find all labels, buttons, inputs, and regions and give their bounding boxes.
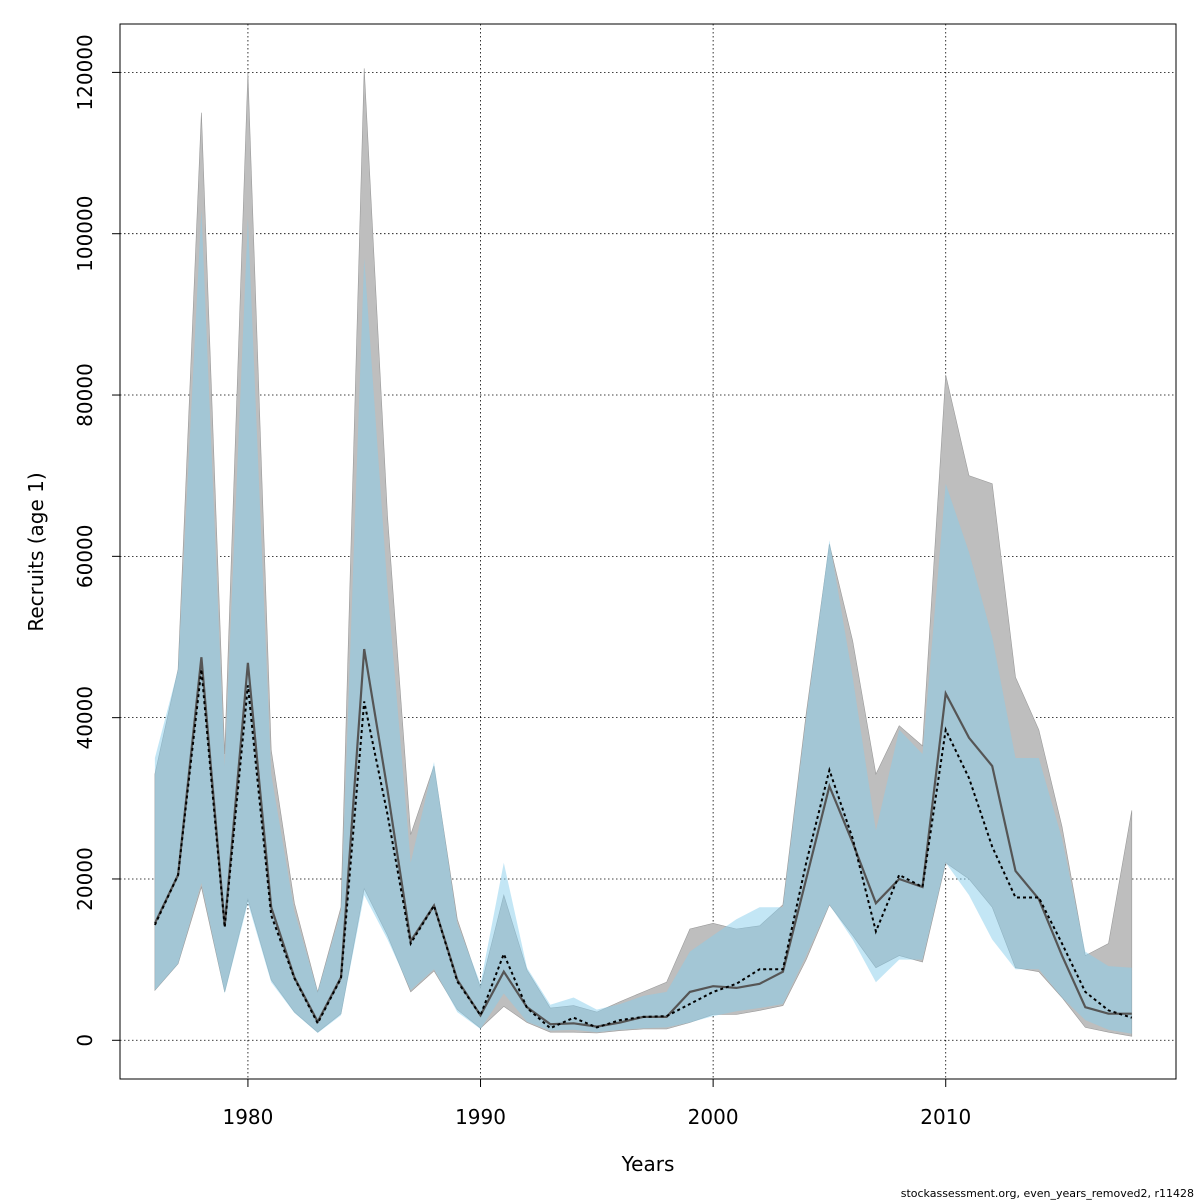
y-tick-label-60000: 60000 — [73, 524, 97, 588]
x-tick-label-2000: 2000 — [688, 1105, 739, 1129]
gridlines — [120, 24, 1176, 1079]
blue-confidence-band — [154, 209, 1132, 1034]
series-lines — [153, 648, 1133, 1030]
x-tick-label-2010: 2010 — [920, 1105, 971, 1129]
x-tick-label-1990: 1990 — [455, 1105, 506, 1129]
axes: 1980 1990 2000 2010 0 20000 40000 60000 80000 100… — [73, 34, 971, 1129]
x-tick-label-1980: 1980 — [222, 1105, 273, 1129]
x-axis-title: Years — [621, 1152, 675, 1176]
y-tick-label-20000: 20000 — [73, 847, 97, 911]
y-axis-title: Recruits (age 1) — [24, 472, 48, 631]
series-line-dotted — [153, 669, 1133, 1030]
footer-note: stockassessment.org, even_years_removed2… — [901, 1187, 1194, 1200]
y-tick-label-100000: 100000 — [73, 196, 97, 272]
confidence-bands — [154, 68, 1133, 1037]
y-tick-label-120000: 120000 — [73, 34, 97, 110]
y-tick-label-40000: 40000 — [73, 686, 97, 750]
y-tick-label-80000: 80000 — [73, 363, 97, 427]
y-tick-label-0: 0 — [73, 1034, 97, 1047]
